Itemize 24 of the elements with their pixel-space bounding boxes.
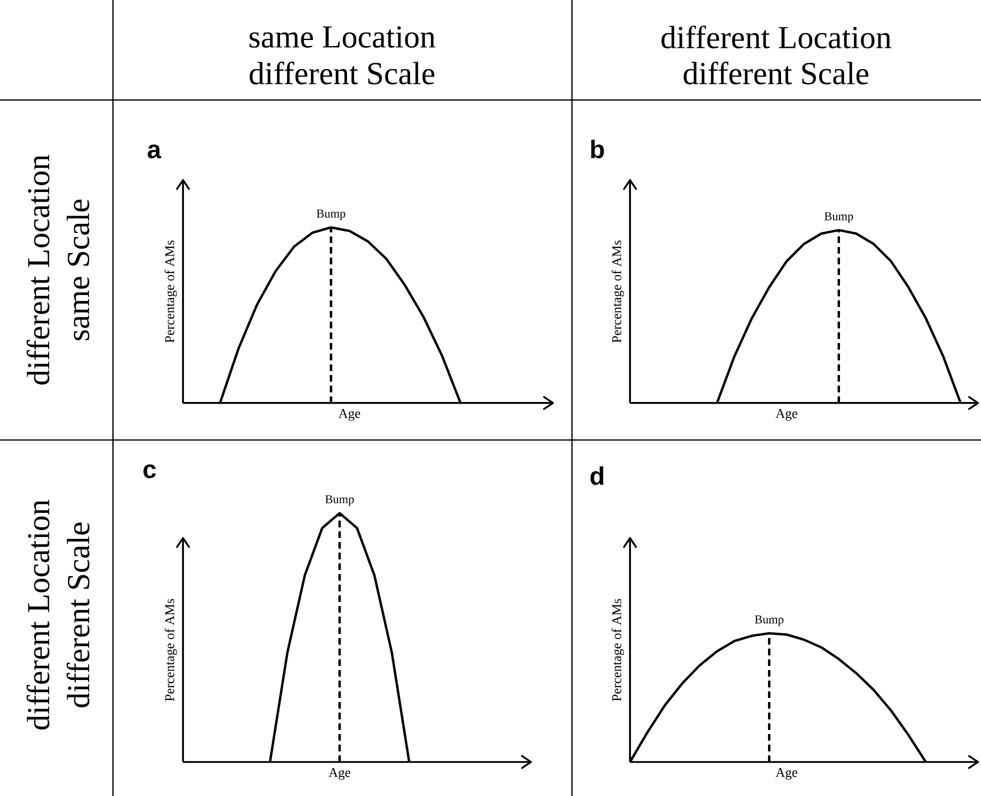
text: Bump [754, 615, 784, 626]
x-axis-title: Age [776, 768, 798, 780]
text: different Scale [250, 62, 434, 84]
chart-title: a [148, 144, 162, 158]
x-axis-title: Age [338, 409, 360, 421]
text: different Scale [684, 62, 868, 84]
text: Bump [325, 495, 354, 506]
y-axis-title: Percentage of AMs [612, 240, 624, 343]
text: same Location [250, 26, 436, 48]
text: Bump [824, 212, 854, 223]
text: different Location [662, 26, 892, 48]
text: different Scale [66, 522, 90, 708]
chart-title: c [143, 464, 156, 478]
chart-title: b [591, 140, 604, 158]
text: different Location [26, 500, 50, 730]
chart-title: d [590, 466, 604, 485]
x-axis-title: Age [776, 409, 798, 421]
text: different Location [26, 154, 50, 384]
y-axis-title: Percentage of AMs [612, 599, 624, 702]
y-axis-title: Percentage of AMs [164, 599, 177, 702]
y-axis-title: Percentage of AMs [164, 240, 177, 343]
x-axis-title: Age [328, 768, 350, 780]
text: Bump [316, 210, 346, 220]
text: same Scale [66, 200, 90, 340]
